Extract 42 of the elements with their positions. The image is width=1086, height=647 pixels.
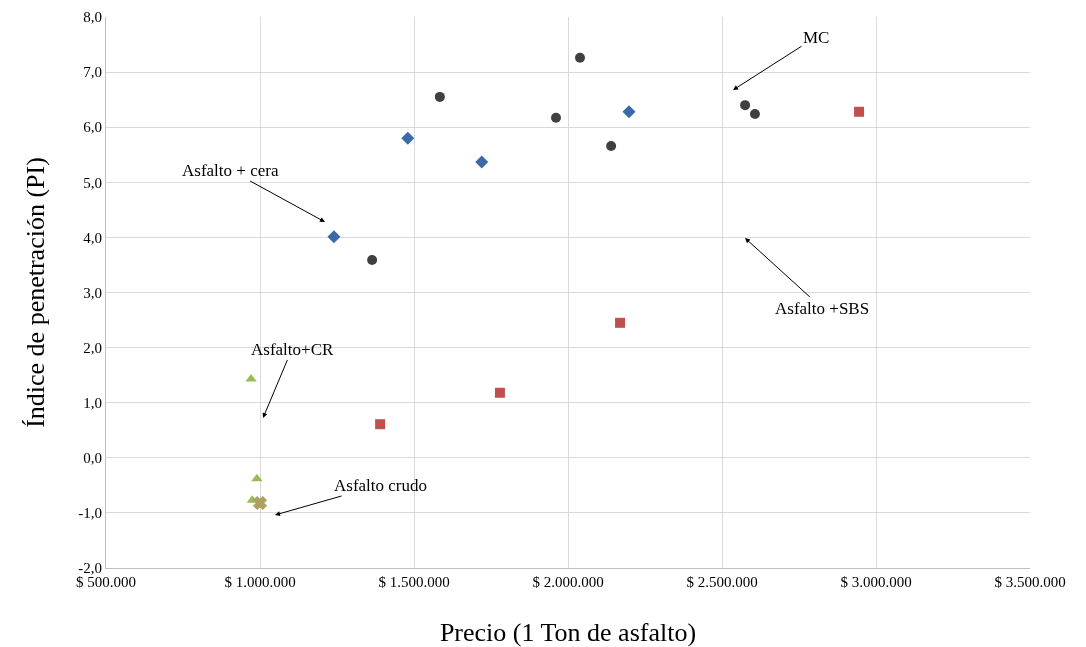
point — [749, 108, 760, 119]
x-tick-label: $ 2.500.000 — [686, 574, 758, 590]
point — [622, 105, 636, 119]
point — [606, 140, 617, 151]
annotation: Asfalto +SBS — [775, 299, 870, 318]
point — [251, 473, 263, 482]
point — [434, 91, 445, 102]
point — [615, 317, 626, 328]
y-tick-label: 1,0 — [83, 394, 102, 411]
annotation: Asfalto crudo — [334, 476, 428, 495]
point — [375, 419, 386, 430]
point — [575, 52, 586, 63]
y-axis-title: Índice de penetración (PI) — [21, 157, 50, 428]
y-tick-label: 6,0 — [83, 119, 102, 136]
point — [367, 254, 378, 265]
point — [550, 112, 561, 123]
point — [327, 230, 341, 244]
point — [494, 387, 505, 398]
point — [740, 100, 751, 111]
point — [401, 131, 415, 145]
y-tick-label: 2,0 — [83, 339, 102, 356]
x-tick-label: $ 500.000 — [76, 574, 136, 590]
annotation: Asfalto+CR — [251, 340, 334, 359]
y-tick-label: -1,0 — [78, 505, 102, 522]
x-tick-label: $ 3.500.000 — [994, 574, 1066, 590]
point — [854, 106, 865, 117]
point — [253, 496, 267, 510]
annotation: MC — [803, 28, 830, 47]
x-tick-label: $ 1.000.000 — [224, 574, 296, 590]
y-tick-label: 0,0 — [83, 450, 102, 467]
y-tick-label: 3,0 — [83, 284, 102, 301]
annotation: Asfalto + cera — [182, 161, 279, 180]
y-tick-label: 5,0 — [83, 174, 102, 191]
y-tick-label: -2,0 — [78, 560, 102, 577]
x-tick-label: $ 2.000.000 — [532, 574, 604, 590]
y-tick-label: 8,0 — [83, 9, 102, 26]
x-tick-label: $ 3.000.000 — [840, 574, 912, 590]
y-tick-label: 7,0 — [83, 64, 102, 81]
y-tick-label: 4,0 — [83, 229, 102, 246]
x-tick-label: $ 1.500.000 — [378, 574, 450, 590]
x-axis-title: Precio (1 Ton de asfalto) — [439, 618, 697, 647]
point — [475, 155, 489, 169]
